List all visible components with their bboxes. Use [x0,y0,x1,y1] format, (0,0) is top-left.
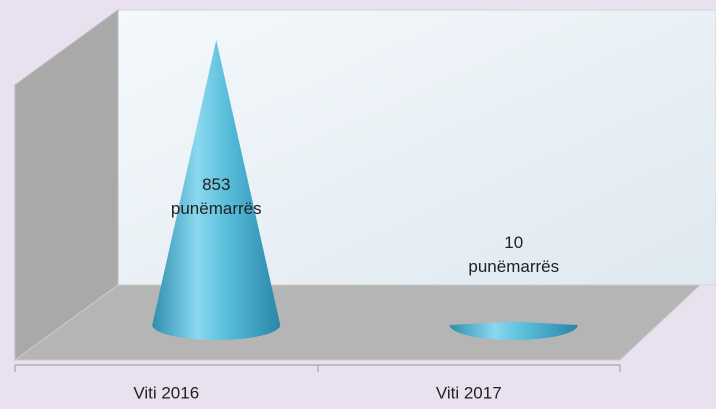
cone [152,40,281,341]
value-label-box: 853 punëmarrës [170,174,262,218]
floor [13,284,702,361]
x-tick-label: Viti 2016 [133,383,199,402]
value-label: 10 punëmarrës [468,233,560,276]
value-label: 853 punëmarrës [170,174,262,218]
value-label-box: 10 punëmarrës [468,233,560,276]
cone [449,321,578,341]
x-tick-label: Viti 2017 [436,383,502,402]
